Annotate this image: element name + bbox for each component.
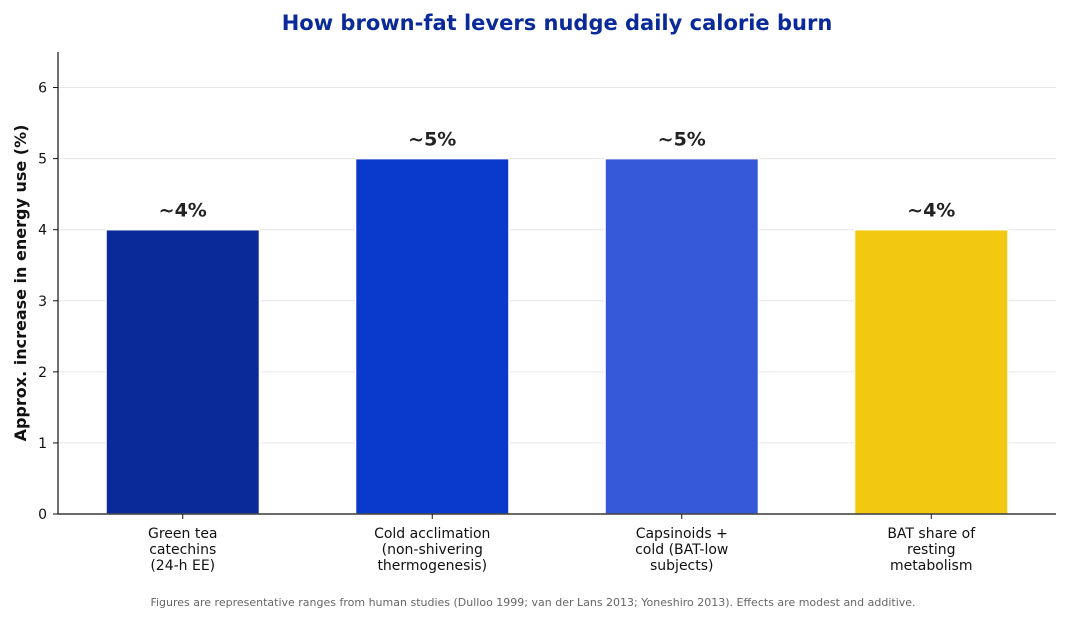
bar (354, 157, 510, 515)
y-tick-label: 6 (38, 81, 47, 97)
data-label: ~4% (907, 200, 955, 222)
y-tick-label: 3 (38, 294, 47, 310)
x-tick-label: Green tea catechins (24-h EE) (148, 526, 218, 574)
y-axis-label: Approx. increase in energy use (%) (11, 125, 30, 442)
y-tick-label: 4 (38, 223, 47, 239)
data-label: ~5% (408, 129, 456, 151)
bar (105, 228, 261, 515)
y-tick-label: 5 (38, 152, 47, 168)
x-tick-label: BAT share of resting metabolism (887, 526, 976, 574)
bar (853, 228, 1009, 515)
data-labels: ~4% ~5% ~5% ~4% (159, 129, 956, 222)
bars (105, 157, 1009, 515)
y-ticks: 0 1 2 3 4 5 6 (38, 81, 58, 523)
x-tick-label: Capsinoids + cold (BAT-low subjects) (635, 526, 728, 574)
y-tick-label: 1 (38, 436, 47, 452)
data-label: ~4% (159, 200, 207, 222)
chart-title: How brown-fat levers nudge daily calorie… (282, 11, 833, 35)
data-label: ~5% (658, 129, 706, 151)
footnote: Figures are representative ranges from h… (150, 596, 915, 609)
x-tick-label: Cold acclimation (non-shivering thermogene… (374, 526, 490, 574)
bar (604, 157, 760, 515)
x-ticks: Green tea catechins (24-h EE) Cold acclimat… (148, 514, 976, 574)
y-tick-label: 2 (38, 365, 47, 381)
y-tick-label: 0 (38, 507, 47, 523)
